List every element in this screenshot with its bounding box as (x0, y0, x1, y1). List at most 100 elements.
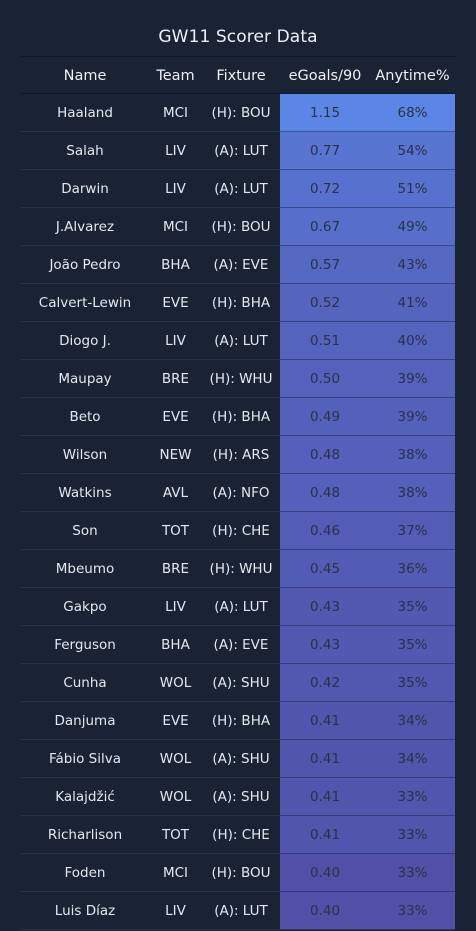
row-divider (21, 435, 280, 436)
row-divider (21, 625, 280, 626)
cell-name: Watkins (58, 485, 112, 501)
table-row: J.Alvarez MCI (H): BOU 0.67 49% (21, 208, 455, 246)
heat-divider (280, 473, 455, 474)
table-row: Luis Díaz LIV (A): LUT 0.40 33% (21, 892, 455, 930)
table-body: Haaland MCI (H): BOU 1.15 68% Salah LIV (A): LU… (21, 94, 455, 930)
cell-egoals: 0.50 (309, 371, 341, 387)
cell-egoals: 0.72 (309, 181, 341, 197)
cell-anytime: 39% (397, 371, 428, 387)
cell-name: Cunha (63, 675, 107, 691)
cell-fixture: (A): SHU (212, 675, 270, 691)
cell-egoals: 0.41 (309, 789, 341, 805)
table-row: João Pedro BHA (A): EVE 0.57 43% (21, 246, 455, 284)
cell-name: Wilson (62, 447, 108, 463)
heat-divider (280, 587, 455, 588)
cell-team: TOT (161, 827, 190, 843)
heat-divider (280, 853, 455, 854)
cell-name: J.Alvarez (55, 219, 115, 235)
row-divider (21, 511, 280, 512)
cell-name: Fábio Silva (48, 751, 121, 767)
cell-team: LIV (165, 143, 186, 159)
heat-cell (280, 322, 455, 360)
cell-egoals: 0.46 (309, 523, 341, 539)
row-divider (21, 321, 280, 322)
table-row: Richarlison TOT (H): CHE 0.41 33% (21, 816, 455, 854)
table-row: Haaland MCI (H): BOU 1.15 68% (21, 94, 455, 132)
cell-egoals: 0.48 (309, 447, 341, 463)
cell-team: WOL (159, 751, 192, 767)
row-divider (21, 701, 280, 702)
header-fixture: Fixture (216, 68, 266, 84)
header-team: Team (156, 68, 195, 84)
cell-fixture: (H): BOU (211, 865, 271, 881)
cell-egoals: 0.43 (309, 599, 341, 615)
cell-team: TOT (161, 523, 190, 539)
cell-name: Danjuma (54, 713, 116, 729)
heat-cell (280, 664, 455, 702)
heat-divider (280, 777, 455, 778)
cell-anytime: 34% (397, 751, 428, 767)
cell-anytime: 35% (397, 637, 428, 653)
cell-anytime: 40% (397, 333, 428, 349)
heat-cell (280, 512, 455, 550)
table-row: Mbeumo BRE (H): WHU 0.45 36% (21, 550, 455, 588)
row-divider (21, 397, 280, 398)
cell-anytime: 37% (397, 523, 428, 539)
table-row: Maupay BRE (H): WHU 0.50 39% (21, 360, 455, 398)
table-row: Salah LIV (A): LUT 0.77 54% (21, 132, 455, 170)
cell-fixture: (A): NFO (212, 485, 270, 501)
cell-fixture: (A): LUT (214, 181, 268, 197)
heat-cell (280, 702, 455, 740)
cell-fixture: (A): LUT (214, 599, 268, 615)
cell-anytime: 68% (397, 105, 428, 121)
row-divider (21, 473, 280, 474)
heat-cell (280, 94, 455, 132)
cell-team: AVL (162, 485, 189, 501)
heat-divider (280, 739, 455, 740)
cell-fixture: (H): BHA (211, 409, 271, 425)
cell-egoals: 0.77 (309, 143, 341, 159)
cell-anytime: 51% (397, 181, 428, 197)
row-divider (21, 169, 280, 170)
cell-team: BHA (161, 257, 190, 273)
cell-name: Kalajdžić (55, 789, 115, 805)
row-divider (21, 853, 280, 854)
heat-cell (280, 474, 455, 512)
cell-egoals: 0.67 (309, 219, 341, 235)
cell-anytime: 41% (397, 295, 428, 311)
cell-name: Mbeumo (55, 561, 115, 577)
table-row: Kalajdžić WOL (A): SHU 0.41 33% (21, 778, 455, 816)
cell-name: Calvert-Lewin (38, 295, 132, 311)
row-divider (21, 891, 280, 892)
cell-fixture: (H): BOU (211, 105, 271, 121)
cell-name: Ferguson (54, 637, 116, 653)
cell-egoals: 0.49 (309, 409, 341, 425)
cell-team: LIV (165, 333, 186, 349)
header-name: Name (63, 68, 107, 84)
cell-egoals: 0.51 (309, 333, 341, 349)
cell-fixture: (A): LUT (214, 903, 268, 919)
row-divider (21, 549, 280, 550)
cell-team: LIV (165, 599, 186, 615)
cell-team: BRE (161, 371, 190, 387)
cell-egoals: 0.45 (309, 561, 341, 577)
heat-divider (280, 207, 455, 208)
row-divider (21, 663, 280, 664)
heat-divider (280, 435, 455, 436)
cell-fixture: (A): SHU (212, 751, 270, 767)
heat-divider (280, 549, 455, 550)
cell-team: WOL (159, 789, 192, 805)
cell-team: WOL (159, 675, 192, 691)
cell-fixture: (H): BOU (211, 219, 271, 235)
cell-egoals: 0.57 (309, 257, 341, 273)
cell-team: LIV (165, 903, 186, 919)
heat-divider (280, 245, 455, 246)
cell-name: João Pedro (49, 257, 121, 273)
heat-cell (280, 550, 455, 588)
cell-name: Richarlison (47, 827, 123, 843)
cell-fixture: (A): EVE (213, 637, 269, 653)
cell-anytime: 39% (397, 409, 428, 425)
row-divider (21, 739, 280, 740)
row-divider (21, 245, 280, 246)
